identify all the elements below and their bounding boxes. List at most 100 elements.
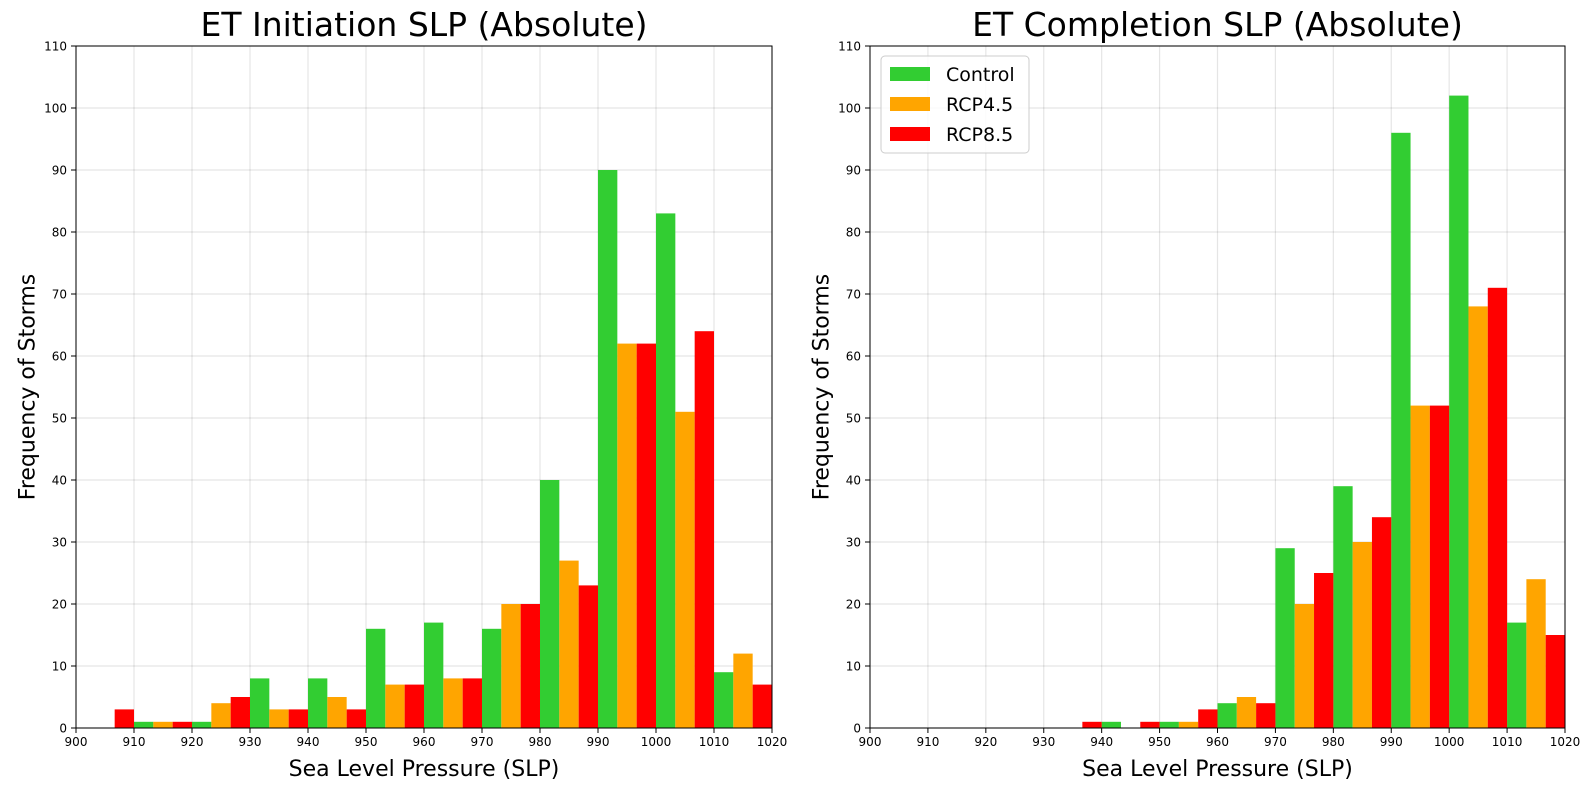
y-tick-label: 80 — [846, 226, 861, 240]
y-tick-label: 0 — [853, 722, 861, 736]
bar-rcp8-5-1010 — [752, 684, 772, 728]
y-tick-label: 70 — [52, 288, 67, 302]
chart-title: ET Completion SLP (Absolute) — [972, 5, 1463, 44]
y-axis-label: Frequency of Storms — [16, 274, 41, 500]
bar-rcp4-5-990 — [617, 343, 637, 728]
bar-rcp8-5-920 — [230, 697, 250, 728]
y-tick-label: 20 — [52, 598, 67, 612]
bar-control-960 — [1217, 703, 1237, 728]
bar-control-1000 — [1449, 95, 1469, 729]
x-tick-label: 990 — [587, 735, 610, 749]
bar-rcp8-5-1000 — [694, 331, 714, 728]
x-tick-label: 920 — [974, 735, 997, 749]
bar-rcp8-5-910 — [172, 721, 192, 728]
bar-rcp4-5-1000 — [675, 411, 695, 728]
bar-rcp4-5-970 — [501, 604, 521, 728]
bar-rcp8-5-980 — [578, 585, 598, 728]
legend-swatch-rcp8-5 — [890, 127, 930, 141]
bar-rcp4-5-950 — [385, 684, 405, 728]
x-tick-label: 950 — [355, 735, 378, 749]
x-tick-label: 1000 — [641, 735, 672, 749]
x-tick-label: 900 — [65, 735, 88, 749]
x-tick-label: 930 — [1032, 735, 1055, 749]
x-tick-label: 1010 — [699, 735, 730, 749]
bar-rcp4-5-960 — [443, 678, 463, 728]
x-tick-label: 970 — [1264, 735, 1287, 749]
bar-rcp8-5-960 — [1256, 703, 1276, 728]
bar-rcp4-5-970 — [1294, 604, 1315, 728]
bar-rcp8-5-950 — [1198, 709, 1218, 728]
y-tick-label: 60 — [52, 350, 67, 364]
chart-2: 900 910 920 930 940 950 960 970 980 990 1000 1010 10… — [810, 5, 1581, 782]
bar-rcp4-5-960 — [1236, 697, 1257, 728]
y-tick-label: 20 — [846, 598, 861, 612]
bar-rcp8-5-990 — [636, 343, 656, 728]
y-tick-label: 30 — [52, 536, 67, 550]
bar-control-990 — [1391, 132, 1411, 729]
bar-rcp8-5-950 — [404, 684, 424, 728]
legend-swatch-rcp4-5 — [890, 97, 930, 111]
x-tick-label: 1000 — [1434, 735, 1465, 749]
y-tick-label: 40 — [52, 474, 67, 488]
bar-rcp4-5-1010 — [733, 653, 753, 728]
bar-rcp4-5-910 — [153, 721, 173, 728]
bar-control-920 — [192, 721, 212, 728]
y-tick-label: 40 — [846, 474, 861, 488]
legend-label: Control — [946, 64, 1015, 86]
bar-rcp8-5-930 — [288, 709, 308, 728]
y-tick-label: 60 — [846, 350, 861, 364]
bar-rcp4-5-980 — [559, 560, 579, 728]
y-tick-label: 100 — [44, 102, 67, 116]
y-tick-label: 90 — [846, 164, 861, 178]
bar-rcp8-5-1000 — [1487, 287, 1508, 728]
bar-control-950 — [1159, 721, 1179, 728]
x-tick-label: 920 — [181, 735, 204, 749]
legend-swatch-control — [890, 67, 930, 81]
bar-control-950 — [366, 628, 386, 728]
x-tick-label: 970 — [471, 735, 494, 749]
x-axis-label: Sea Level Pressure (SLP) — [1082, 757, 1353, 782]
y-tick-label: 50 — [846, 412, 861, 426]
x-tick-label: 1020 — [757, 735, 788, 749]
y-tick-label: 50 — [52, 412, 67, 426]
bar-rcp8-5-900 — [114, 709, 134, 728]
bar-rcp8-5-930 — [1082, 721, 1102, 728]
bar-rcp4-5-980 — [1352, 542, 1372, 728]
x-tick-label: 900 — [859, 735, 882, 749]
y-tick-label: 30 — [846, 536, 861, 550]
y-tick-label: 90 — [52, 164, 67, 178]
x-tick-label: 910 — [916, 735, 939, 749]
y-tick-label: 110 — [44, 40, 67, 54]
x-tick-label: 940 — [297, 735, 320, 749]
chart-1: 900 910 920 930 940 950 960 970 980 990 1000 1010 10… — [16, 5, 788, 782]
bar-control-990 — [598, 170, 618, 728]
bar-control-970 — [1275, 548, 1295, 728]
x-tick-label: 980 — [1322, 735, 1345, 749]
x-tick-label: 960 — [1206, 735, 1229, 749]
bar-rcp8-5-960 — [462, 678, 482, 728]
x-tick-label: 930 — [239, 735, 262, 749]
y-tick-label: 10 — [846, 660, 861, 674]
x-tick-label: 980 — [529, 735, 552, 749]
legend-label: RCP8.5 — [946, 124, 1013, 146]
bar-rcp4-5-940 — [327, 697, 347, 728]
bar-control-940 — [308, 678, 328, 728]
bar-rcp4-5-920 — [211, 703, 231, 728]
bar-rcp8-5-940 — [346, 709, 366, 728]
bar-rcp4-5-950 — [1178, 721, 1199, 728]
y-tick-label: 80 — [52, 226, 67, 240]
x-tick-label: 910 — [123, 735, 146, 749]
bar-control-980 — [540, 480, 560, 728]
bar-rcp8-5-970 — [520, 604, 540, 728]
legend-label: RCP4.5 — [946, 94, 1013, 116]
bar-control-1010 — [1507, 622, 1527, 728]
bar-control-1000 — [656, 213, 676, 728]
y-tick-label: 70 — [846, 288, 861, 302]
y-tick-label: 0 — [59, 722, 67, 736]
bar-rcp8-5-980 — [1371, 517, 1392, 728]
bar-rcp4-5-1010 — [1526, 579, 1546, 728]
y-axis-label: Frequency of Storms — [810, 274, 835, 500]
bar-control-940 — [1101, 721, 1121, 728]
y-tick-label: 100 — [838, 102, 861, 116]
bar-rcp8-5-990 — [1429, 405, 1450, 728]
